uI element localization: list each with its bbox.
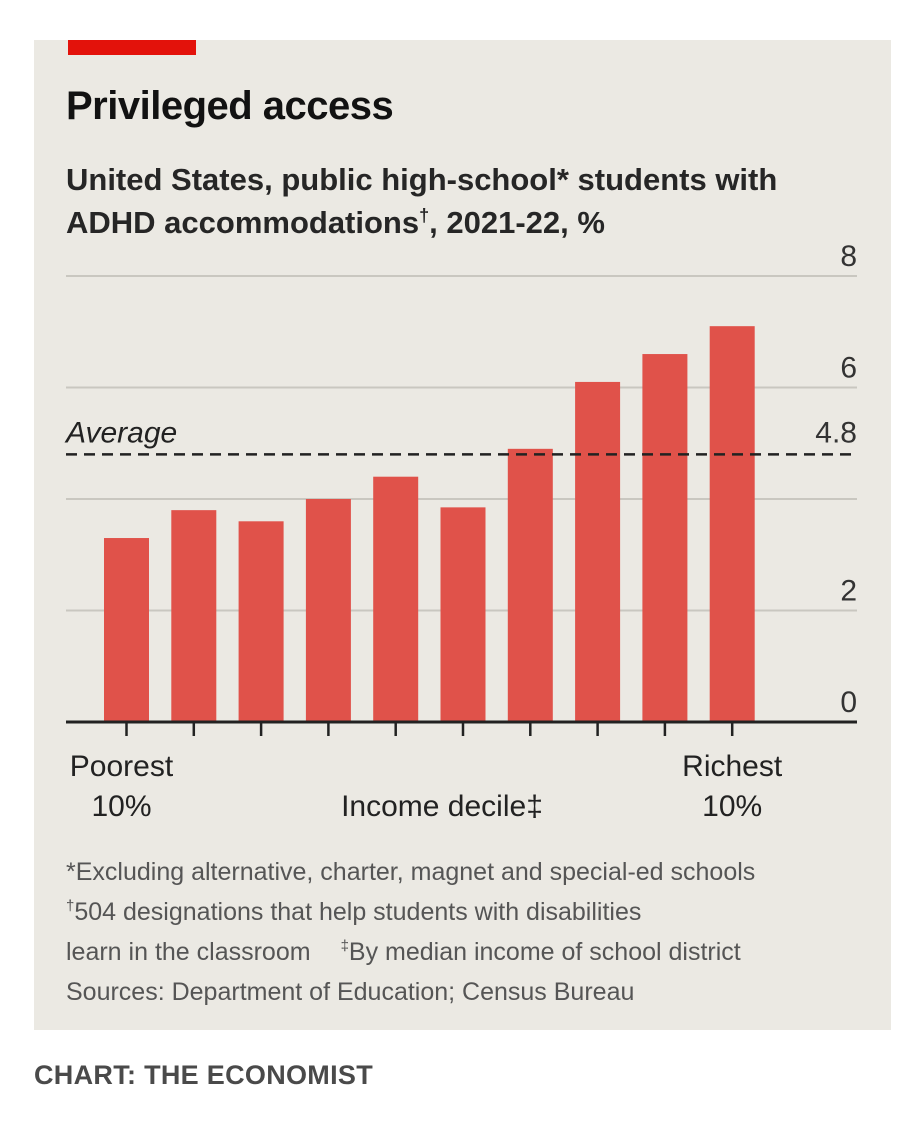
- footnote-504-text: 504 designations that help students with…: [74, 898, 642, 926]
- x-label-richest: Richest: [682, 750, 783, 783]
- subtitle-main: United States, public high-school* stude…: [66, 162, 778, 240]
- y-tick-label-6: 6: [840, 352, 857, 385]
- footnote-classroom-text: learn in the classroom: [66, 938, 311, 966]
- x-axis-title: Income decile‡: [341, 790, 543, 823]
- chart-title: Privileged access: [66, 84, 394, 128]
- bar-chart: 0 2 6 8 Average 4.8 Poorest 10% Richest 10% Income…: [64, 240, 857, 823]
- bar-decile-3: [238, 521, 284, 722]
- average-label: Average: [64, 416, 177, 449]
- x-label-richest-pct: 10%: [702, 790, 762, 823]
- bar-decile-4: [305, 499, 351, 722]
- source-credit: CHART: THE ECONOMIST: [34, 1060, 373, 1090]
- y-tick-label-2: 2: [840, 575, 857, 608]
- footnote-classroom-income: learn in the classroom ‡By median income …: [66, 932, 866, 972]
- brand-red-tag: [68, 40, 196, 55]
- y-tick-label-8: 8: [840, 240, 857, 273]
- footnote-sources: Sources: Department of Education; Census…: [66, 978, 635, 1006]
- x-label-poorest-pct: 10%: [91, 790, 151, 823]
- footnote-dagger-mark: †: [66, 897, 75, 915]
- average-value-label: 4.8: [815, 416, 857, 449]
- footnote-income-text: By median income of school district: [348, 938, 741, 966]
- bar-decile-6: [440, 507, 486, 722]
- subtitle-tail: , 2021-22, %: [429, 205, 605, 240]
- footnote-504: †504 designations that help students wit…: [66, 892, 866, 932]
- chart-panel: Privileged access United States, public …: [34, 40, 891, 1030]
- bar-decile-10: [709, 326, 755, 722]
- footnotes: *Excluding alternative, charter, magnet …: [66, 852, 866, 1012]
- bar-decile-7: [507, 448, 553, 722]
- bar-decile-5: [373, 476, 419, 722]
- bar-decile-8: [575, 381, 621, 722]
- bar-decile-9: [642, 354, 688, 722]
- y-tick-label-0: 0: [840, 686, 857, 719]
- chart-subtitle: United States, public high-school* stude…: [66, 158, 826, 244]
- bar-decile-1: [104, 538, 149, 722]
- footnote-schools: *Excluding alternative, charter, magnet …: [66, 858, 756, 886]
- bar-decile-2: [171, 510, 217, 722]
- x-label-poorest: Poorest: [70, 750, 174, 783]
- footnote-double-dagger-mark: ‡: [340, 937, 349, 955]
- subtitle-dagger: †: [419, 205, 430, 226]
